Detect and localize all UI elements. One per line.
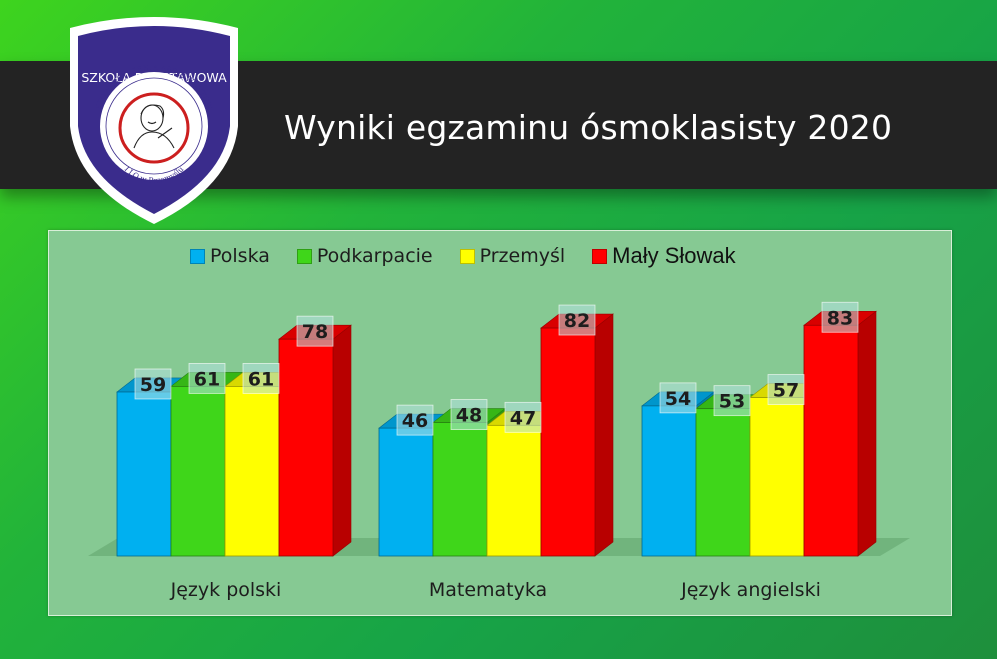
data-label-2-2: 57 <box>773 380 799 402</box>
legend: Polska Podkarpacie Przemyśl Mały Słowak <box>190 241 763 271</box>
legend-label-podkarpacie: Podkarpacie <box>316 245 433 267</box>
legend-item-maly-slowak: Mały Słowak <box>592 243 736 269</box>
data-label-box-1-2 <box>504 401 542 433</box>
bar-przemy-l-2 <box>749 397 805 557</box>
bar-podkarpacie-0 <box>170 386 226 557</box>
data-label-box-2-2 <box>767 374 805 405</box>
bar-ma-y-s-owak-1 <box>540 327 596 557</box>
legend-swatch-maly-slowak <box>592 248 608 264</box>
data-label-box-0-3 <box>296 315 334 347</box>
legend-swatch-podkarpacie <box>296 248 312 264</box>
data-label-box-0-2 <box>242 363 280 394</box>
data-label-box-2-1 <box>713 385 751 417</box>
data-label-1-1: 48 <box>456 405 482 427</box>
data-label-1-3: 82 <box>564 310 590 332</box>
bar-ma-y-s-owak-2 <box>803 324 859 557</box>
data-label-2-3: 83 <box>827 307 853 329</box>
data-label-0-0: 59 <box>140 374 166 396</box>
data-label-box-1-0 <box>396 404 434 436</box>
page-title: Wyniki egzaminu ósmoklasisty 2020 <box>284 108 893 147</box>
bar-side-ma-y-s-owak-1 <box>594 313 614 557</box>
data-label-box-0-1 <box>188 363 226 394</box>
legend-item-polska: Polska <box>190 245 270 267</box>
bar-side-ma-y-s-owak-0 <box>332 324 352 557</box>
data-label-0-3: 78 <box>302 321 328 343</box>
logo-ring <box>118 92 190 164</box>
legend-label-polska: Polska <box>210 245 270 267</box>
bar-ma-y-s-owak-0 <box>278 338 334 557</box>
portrait-icon <box>133 104 175 149</box>
bar-przemy-l-1 <box>486 424 542 557</box>
data-label-box-1-3 <box>558 304 596 336</box>
category-label-2: Język angielski <box>680 579 821 601</box>
legend-label-przemysl: Przemyśl <box>479 245 566 267</box>
legend-item-podkarpacie: Podkarpacie <box>296 245 433 267</box>
category-label-0: Język polski <box>170 579 282 601</box>
bar-podkarpacie-2 <box>695 408 751 557</box>
data-label-1-0: 46 <box>402 410 428 432</box>
school-logo: SZKOŁA PODSTAWOWA STOWARZYSZENIA ABSOLWE… <box>70 17 238 224</box>
bar-polska-1 <box>378 427 434 557</box>
bar-polska-2 <box>641 405 697 557</box>
legend-swatch-przemysl <box>459 248 475 264</box>
data-label-1-2: 47 <box>510 407 536 429</box>
bar-przemy-l-0 <box>224 386 280 557</box>
data-label-box-0-0 <box>134 368 172 400</box>
data-label-box-2-3 <box>821 301 859 333</box>
data-label-2-1: 53 <box>719 391 745 413</box>
data-label-2-0: 54 <box>665 388 691 410</box>
data-label-0-2: 61 <box>248 368 274 390</box>
legend-item-przemysl: Przemyśl <box>459 245 566 267</box>
legend-swatch-polska <box>190 248 205 264</box>
bar-side-ma-y-s-owak-2 <box>857 310 877 557</box>
category-label-1: Matematyka <box>429 579 547 601</box>
bar-podkarpacie-1 <box>432 422 488 557</box>
data-label-box-2-0 <box>659 382 697 414</box>
data-label-box-1-1 <box>450 399 488 430</box>
legend-label-maly-slowak: Mały Słowak <box>612 243 736 268</box>
bar-polska-0 <box>116 391 172 557</box>
data-label-0-1: 61 <box>194 368 220 390</box>
